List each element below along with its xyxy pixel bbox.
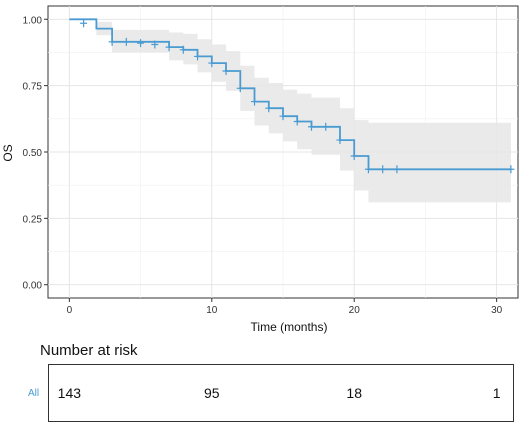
y-tick-label: 0.00 [23, 281, 43, 292]
censor-mark [379, 165, 387, 174]
x-tick-label: 10 [206, 305, 218, 316]
censor-mark [137, 39, 145, 48]
y-axis-label: OS [1, 144, 15, 161]
y-tick-label: 1.00 [23, 15, 43, 26]
censor-mark [108, 37, 116, 46]
censor-mark [293, 117, 301, 126]
censor-mark [208, 59, 216, 68]
censor-mark [80, 19, 88, 28]
censor-mark [194, 52, 202, 61]
confidence-band [69, 19, 511, 203]
censor-mark [179, 45, 187, 54]
risk-count: 95 [203, 385, 220, 401]
censor-mark [336, 136, 344, 145]
censor-mark [279, 112, 287, 121]
censor-mark [122, 37, 130, 46]
risk-count: 143 [57, 385, 82, 401]
y-tick-label: 0.50 [23, 148, 43, 159]
censor-mark [151, 40, 159, 49]
censor-mark [322, 122, 330, 131]
risk-count: 1 [492, 385, 501, 401]
censor-mark [222, 67, 230, 76]
y-tick-label: 0.75 [23, 82, 43, 93]
risk-strata-label: All [28, 388, 40, 399]
censor-mark [307, 122, 315, 131]
x-tick-label: 20 [349, 305, 361, 316]
x-axis-label: Time (months) [251, 320, 328, 334]
censor-mark [364, 165, 372, 174]
censor-mark [350, 151, 358, 160]
censor-mark [393, 165, 401, 174]
censor-mark [251, 97, 259, 106]
censor-mark [507, 165, 515, 174]
x-tick-label: 30 [491, 305, 503, 316]
risk-table-box [48, 364, 514, 422]
censor-mark [165, 43, 173, 52]
censor-mark [265, 104, 273, 113]
km-plot: 0.00 0.25 0.50 0.75 1.00 0 10 20 30 OS Time (mon… [1, 5, 519, 334]
censor-mark [236, 84, 244, 93]
risk-table-title: Number at risk [40, 342, 138, 359]
y-tick-label: 0.25 [23, 214, 43, 225]
x-tick-label: 0 [67, 305, 73, 316]
risk-count: 18 [346, 385, 362, 401]
